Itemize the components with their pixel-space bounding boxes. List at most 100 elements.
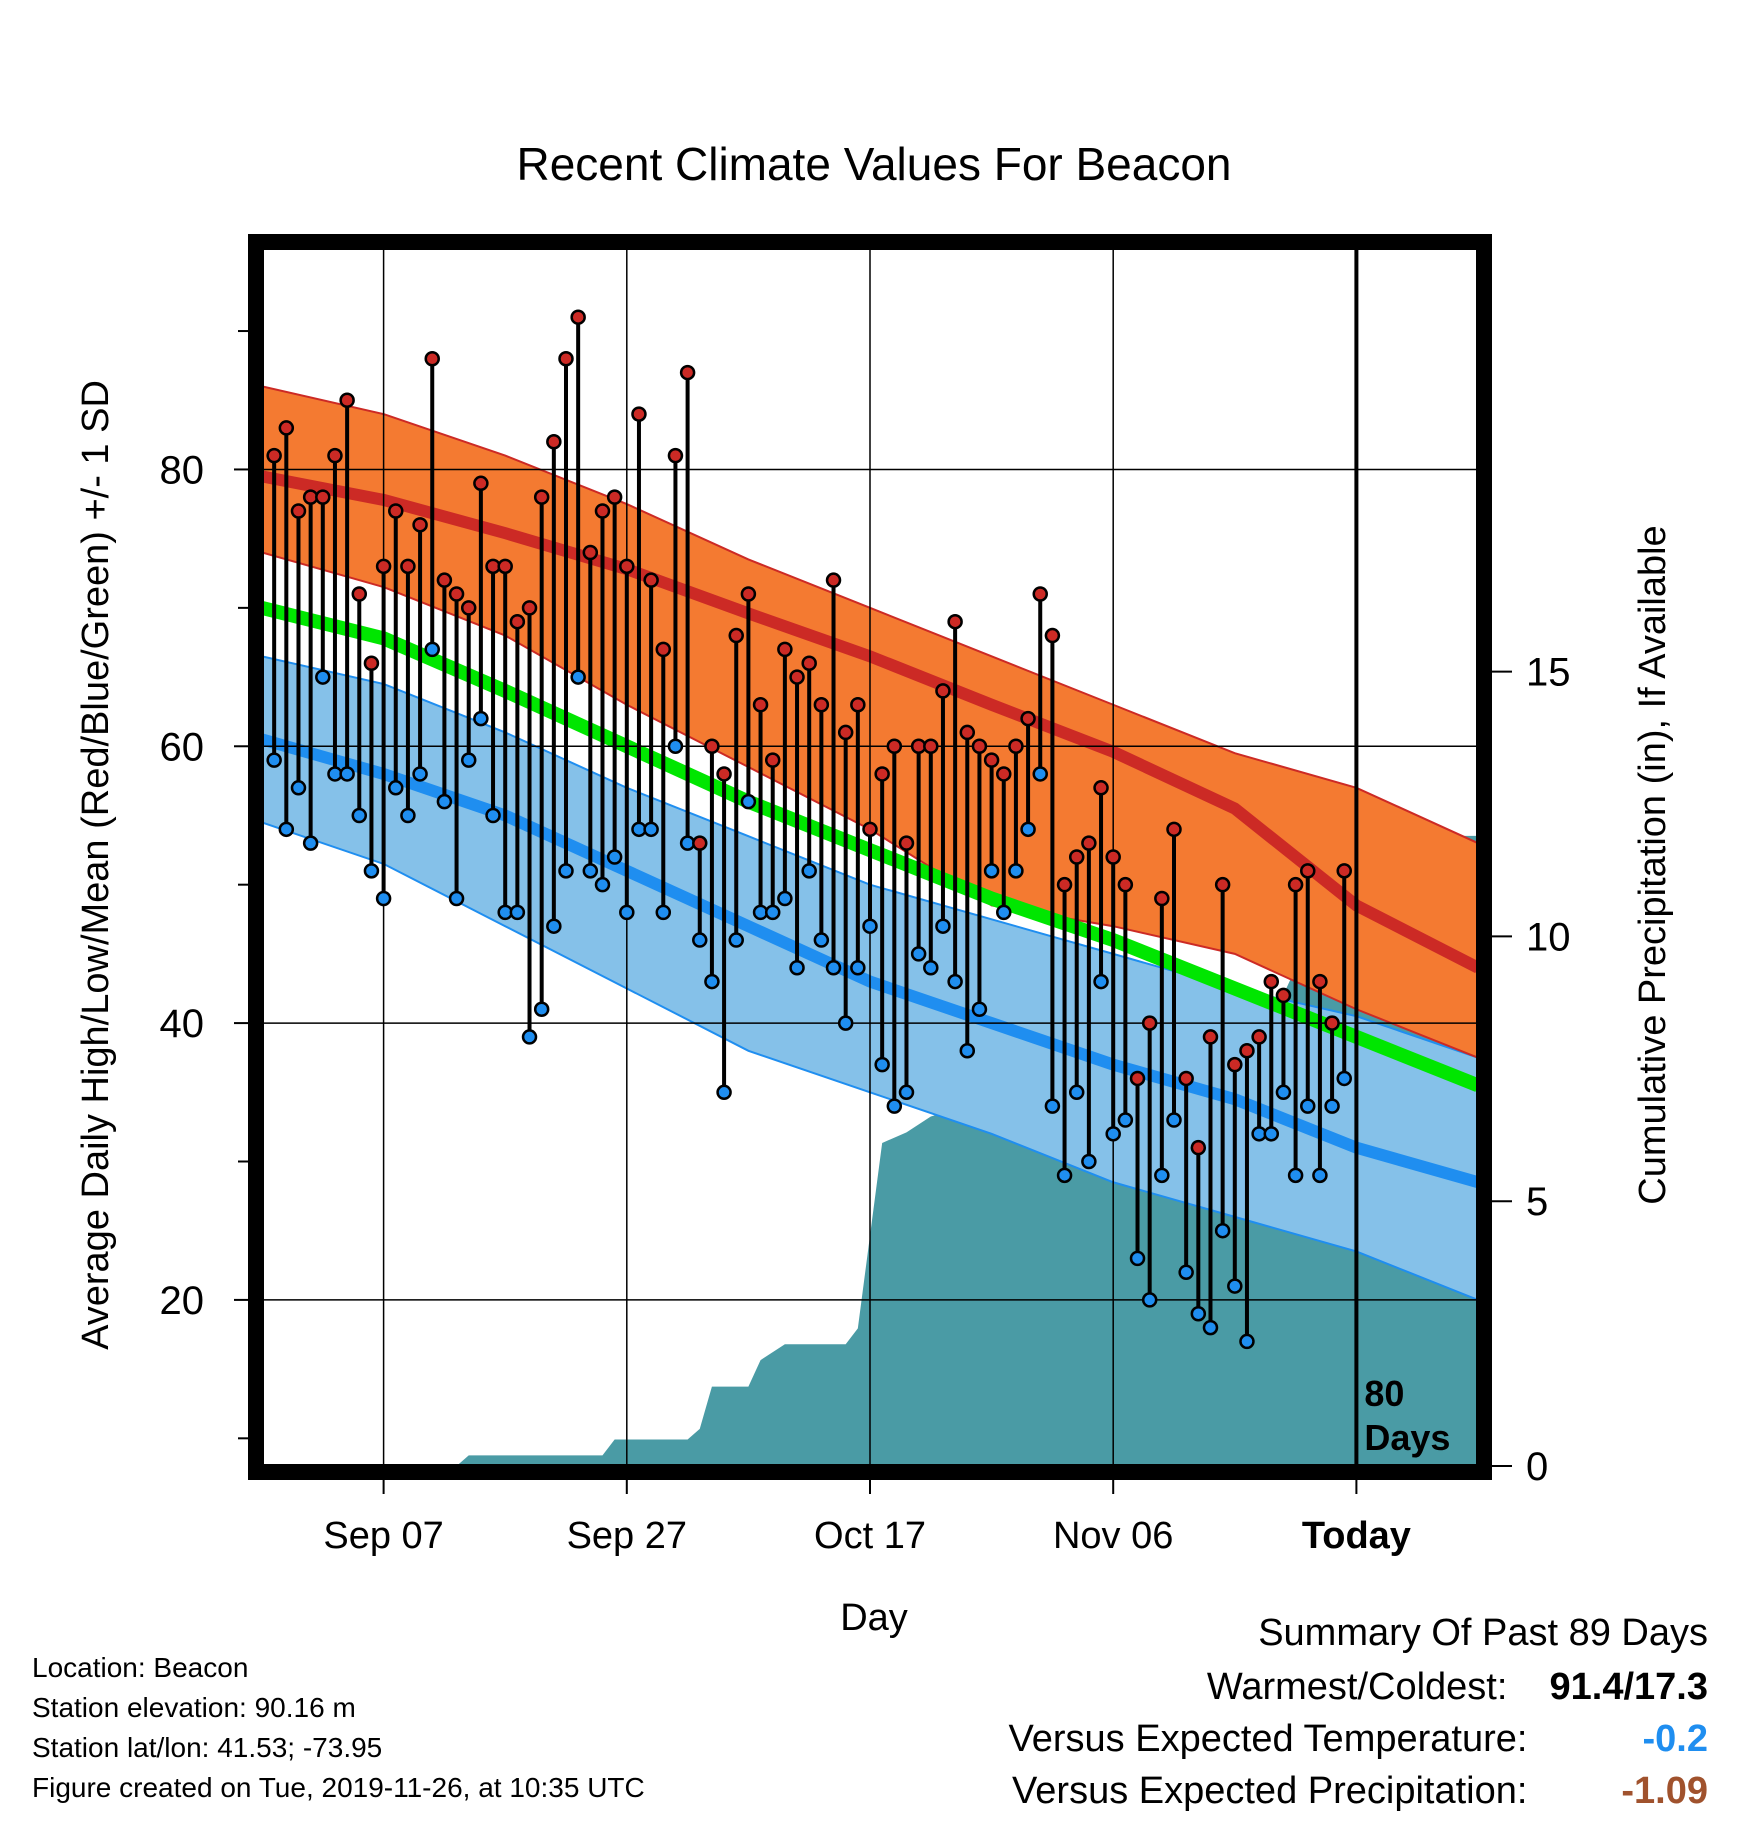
observed-low-point (266, 752, 282, 768)
observed-high-point (606, 489, 623, 505)
observed-low-point (315, 669, 331, 685)
observed-high-point (1020, 710, 1036, 727)
observed-low-point (546, 918, 562, 934)
footer-info: Location: Beacon Station elevation: 90.1… (32, 1648, 645, 1808)
chart-title: Recent Climate Values For Beacon (516, 138, 1231, 190)
observed-low-point (1020, 821, 1036, 838)
x-axis-label: Day (840, 1597, 908, 1639)
observed-low-point (302, 835, 319, 851)
observed-high-point (1300, 863, 1316, 879)
observed-low-point (837, 1015, 854, 1031)
observed-low-point (704, 973, 720, 990)
observed-low-point (1336, 1070, 1352, 1087)
observed-low-point (436, 793, 453, 810)
observed-low-point (606, 849, 623, 865)
observed-low-point (801, 863, 817, 879)
y2-axis-label: Cumulative Precipitation (in), If Availa… (1632, 525, 1674, 1204)
observed-low-point (1154, 1167, 1170, 1184)
summary-warmest-row: Warmest/Coldest: 91.4/17.3 (1207, 1666, 1708, 1709)
observed-high-point (971, 738, 988, 755)
summary-precip-row: Versus Expected Precipitation: -1.09 (1012, 1770, 1708, 1813)
plot-frame (248, 234, 1492, 1480)
observed-low-point (996, 904, 1012, 921)
observed-high-point (777, 641, 793, 658)
observed-low-point (1093, 973, 1109, 990)
y-tick-label: 40 (160, 1002, 205, 1046)
observed-high-point (692, 835, 708, 851)
observed-low-point (1068, 1084, 1085, 1101)
summary-temp-row: Versus Expected Temperature: -0.2 (1009, 1718, 1708, 1761)
observed-low-point (667, 738, 684, 755)
observed-low-point (983, 863, 1000, 879)
observed-high-point (1202, 1029, 1219, 1045)
observed-high-point (412, 517, 428, 533)
observed-low-point (862, 918, 878, 934)
footer-latlon: Station lat/lon: 41.53; -73.95 (32, 1732, 383, 1763)
y2-tick-label: 0 (1526, 1445, 1548, 1489)
observed-low-point (886, 1098, 903, 1114)
observed-low-point (1227, 1278, 1243, 1294)
x-tick-label: Oct 17 (814, 1515, 926, 1557)
observed-high-point (546, 434, 562, 450)
observed-high-point (497, 558, 513, 575)
observed-high-point (716, 766, 732, 782)
observed-high-point (740, 586, 757, 602)
observed-high-point (898, 835, 915, 851)
observed-low-point (655, 904, 672, 921)
observed-low-point (558, 863, 574, 879)
observed-low-point (460, 752, 477, 768)
observed-low-point (521, 1029, 538, 1045)
y2-tick-label: 5 (1526, 1180, 1548, 1224)
observed-high-point (436, 572, 453, 588)
observed-low-point (1239, 1333, 1255, 1350)
observed-low-point (1312, 1167, 1328, 1184)
observed-low-point (1275, 1084, 1292, 1101)
observed-low-point (898, 1084, 915, 1101)
observed-low-point (533, 1001, 550, 1017)
observed-high-point (1141, 1015, 1158, 1031)
observed-high-point (388, 503, 404, 519)
x-tick-label: Nov 06 (1053, 1515, 1173, 1557)
observed-low-point (363, 863, 380, 879)
today-days-label: 80 (1364, 1373, 1404, 1414)
observed-low-point (1166, 1112, 1182, 1128)
observed-high-point (631, 406, 647, 422)
y-tick-label: 80 (160, 448, 205, 492)
footer-location: Location: Beacon (32, 1652, 249, 1683)
observed-high-point (1178, 1070, 1194, 1087)
y-axis-label: Average Daily High/Low/Mean (Red/Blue/Gr… (75, 380, 117, 1350)
observed-high-point (1227, 1056, 1243, 1073)
observed-low-point (1214, 1222, 1231, 1239)
observed-low-point (485, 807, 501, 824)
observed-high-point (351, 586, 368, 602)
observed-low-point (1105, 1126, 1121, 1142)
observed-low-point (935, 918, 951, 934)
observed-high-point (935, 683, 951, 699)
observed-high-point (460, 600, 477, 616)
observed-low-point (777, 890, 793, 907)
summary-warmest-label: Warmest/Coldest: (1206, 1666, 1508, 1708)
observed-low-point (959, 1043, 976, 1059)
observed-high-point (473, 475, 489, 492)
observed-high-point (521, 600, 538, 616)
observed-low-point (619, 904, 635, 921)
footer-created: Figure created on Tue, 2019-11-26, at 10… (32, 1772, 645, 1803)
y-tick-label: 60 (160, 725, 205, 769)
observed-high-point (339, 392, 355, 408)
observed-low-point (1008, 863, 1024, 879)
observed-high-point (315, 489, 331, 505)
observed-high-point (594, 503, 611, 519)
observed-high-point (1190, 1139, 1207, 1156)
observed-high-point (825, 572, 842, 588)
observed-high-point (643, 572, 659, 588)
observed-low-point (1044, 1098, 1061, 1114)
x-tick-label: Sep 07 (323, 1515, 443, 1557)
observed-low-point (278, 821, 295, 838)
observed-high-point (874, 766, 890, 782)
observed-high-point (850, 697, 866, 713)
observed-high-point (266, 447, 282, 464)
observed-high-point (862, 821, 878, 838)
observed-high-point (400, 558, 416, 575)
summary-title: Summary Of Past 89 Days (1258, 1612, 1708, 1654)
